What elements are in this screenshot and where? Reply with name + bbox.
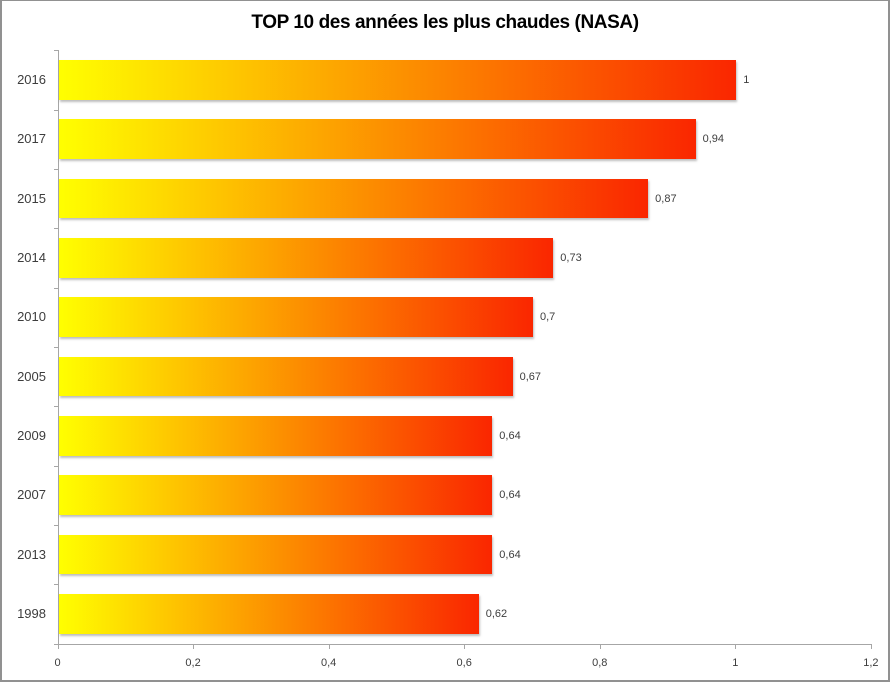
bar-2009 <box>58 416 493 456</box>
y-axis-tick <box>53 643 58 645</box>
value-label-2014: 0,73 <box>560 251 582 264</box>
bar-2010 <box>58 297 533 338</box>
x-axis-tick <box>193 643 195 649</box>
y-axis-tick <box>53 465 58 467</box>
y-axis-line <box>57 50 59 644</box>
x-axis-tick <box>57 643 59 649</box>
category-label-1998: 1998 <box>17 605 46 621</box>
x-axis-tick <box>599 643 601 649</box>
bar-2013 <box>58 534 493 575</box>
bar-1998 <box>58 594 479 634</box>
bar-2015 <box>58 178 649 219</box>
bar-2005 <box>58 356 513 397</box>
bar-2017 <box>58 119 696 160</box>
chart-title: TOP 10 des années les plus chaudes (NASA… <box>251 12 639 33</box>
x-axis-label: 1 <box>732 656 739 669</box>
y-axis-tick <box>53 287 58 289</box>
x-axis-label: 1,2 <box>863 656 879 669</box>
x-axis-tick <box>735 643 737 649</box>
category-label-2009: 2009 <box>17 427 46 443</box>
value-label-2010: 0,7 <box>539 311 556 324</box>
value-label-2013: 0,64 <box>499 548 521 561</box>
x-axis-tick <box>464 643 466 649</box>
value-label-1998: 0,62 <box>485 607 508 620</box>
x-axis-label: 0,2 <box>185 656 201 669</box>
x-axis-label: 0,6 <box>456 656 472 669</box>
x-axis-label: 0,4 <box>320 656 337 669</box>
bar-2007 <box>58 475 493 516</box>
category-label-2005: 2005 <box>17 368 46 384</box>
y-axis-tick <box>53 346 58 348</box>
value-label-2005: 0,67 <box>519 370 542 383</box>
bar-2016 <box>58 60 737 100</box>
category-label-2016: 2016 <box>17 71 46 87</box>
value-label-2007: 0,64 <box>499 489 521 502</box>
category-label-2015: 2015 <box>17 190 46 206</box>
category-label-2007: 2007 <box>17 487 46 503</box>
x-axis-label: 0,8 <box>592 656 608 669</box>
y-axis-tick <box>53 228 58 230</box>
y-axis-tick <box>53 406 58 408</box>
y-axis-tick <box>53 109 58 111</box>
y-axis-tick <box>53 584 58 586</box>
value-label-2009: 0,64 <box>499 429 521 442</box>
category-label-2013: 2013 <box>17 546 46 562</box>
x-axis-label: 0 <box>54 656 61 669</box>
y-axis-tick <box>53 50 58 52</box>
x-axis-tick <box>328 643 330 649</box>
y-axis-tick <box>53 168 58 170</box>
x-axis-tick <box>870 643 872 649</box>
y-axis-tick <box>53 524 58 526</box>
category-label-2010: 2010 <box>17 309 46 325</box>
category-label-2017: 2017 <box>17 131 46 147</box>
value-label-2016: 1 <box>743 73 750 86</box>
value-label-2017: 0,94 <box>702 133 725 146</box>
bar-2014 <box>58 238 554 278</box>
value-label-2015: 0,87 <box>655 192 677 205</box>
category-label-2014: 2014 <box>17 249 46 265</box>
